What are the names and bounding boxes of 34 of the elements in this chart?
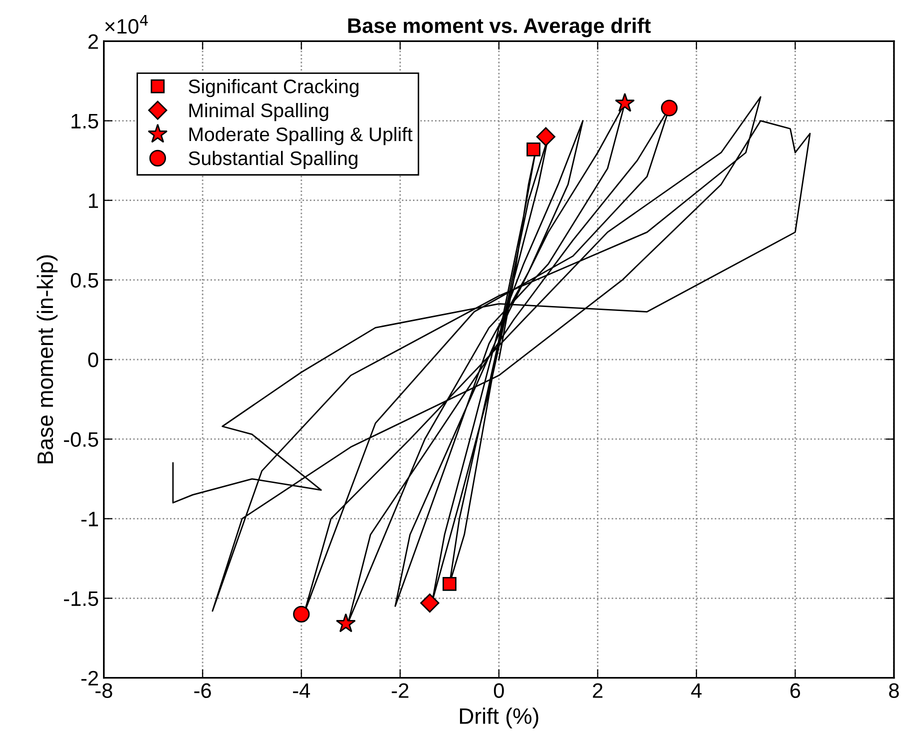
y-tick-label: 2 [88,34,98,49]
x-tick-label: -2 [392,683,408,698]
x-tick-label: 2 [592,683,602,698]
chart-title: Base moment vs. Average drift [348,18,651,38]
legend-label: Significant Cracking [188,79,358,98]
legend-label: Minimal Spalling [189,102,328,122]
y-tick-label: 1 [88,194,98,208]
y-tick-label: -1 [81,512,98,526]
y-tick-label: 0 [88,352,98,368]
y-tick-label: -1.5 [64,591,98,606]
point [526,142,540,156]
x-tick-label: -8 [96,683,112,698]
point [614,92,635,112]
point [420,594,440,613]
y-axis-title: Base moment (in-kip) [36,255,58,464]
x-tick-label: -4 [293,683,310,698]
point [336,613,356,632]
x-tick-label: -6 [194,683,211,698]
x-tick-label: 4 [691,683,702,698]
x-axis-title: Drift (%) [460,708,538,728]
legend-label: Substantial Spalling [188,150,358,170]
y-tick-label: 0.5 [70,272,98,288]
text: ×10$^{4}$ [105,14,148,34]
legend-label: Moderate Spalling & Uplift [189,126,412,146]
x-tick-label: 8 [889,683,899,698]
x-tick-label: 6 [790,683,800,698]
y-tick-label: -0.5 [64,432,98,447]
y-tick-label: 1.5 [72,114,98,129]
point [660,100,678,116]
point [293,606,310,623]
point [442,576,456,591]
point [536,127,556,146]
y-tick-label: -2 [81,670,98,686]
x-tick-label: 0 [494,683,504,698]
